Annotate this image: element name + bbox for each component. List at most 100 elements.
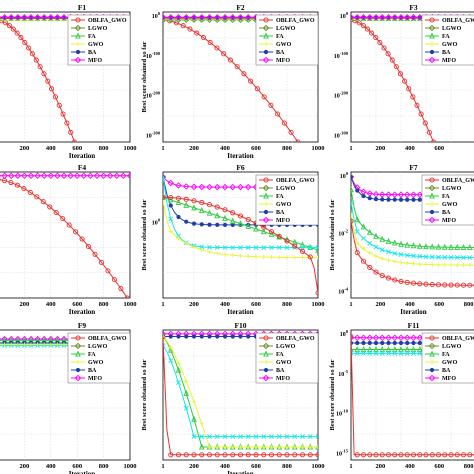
series-gwo xyxy=(351,212,474,268)
x-tick-label: 1 xyxy=(161,301,164,308)
marker-gwo xyxy=(292,444,297,450)
marker-oblfa_gwo xyxy=(75,335,81,341)
marker-mfo xyxy=(167,179,174,187)
marker-oblfa_gwo xyxy=(60,111,66,117)
marker-gwo xyxy=(361,246,366,251)
marker-cyan xyxy=(168,216,174,222)
marker-fa xyxy=(206,209,213,216)
legend-label: OBLFA_GWO xyxy=(442,178,474,184)
marker-gwo xyxy=(261,254,266,260)
marker-gwo xyxy=(417,262,422,267)
marker-fa xyxy=(351,186,354,193)
marker-cyan xyxy=(454,255,460,260)
marker-cyan xyxy=(300,245,305,251)
marker-gwo xyxy=(163,334,166,339)
marker-mfo xyxy=(366,334,373,342)
marker-oblfa_gwo xyxy=(467,452,473,458)
marker-oblfa_gwo xyxy=(392,277,398,283)
marker-mfo xyxy=(397,191,405,198)
marker-lgwo xyxy=(74,342,82,350)
marker-oblfa_gwo xyxy=(49,86,55,92)
marker-mfo xyxy=(262,216,270,224)
y-tick-label: 10-2 xyxy=(338,229,348,238)
marker-gwo xyxy=(429,359,435,365)
marker-gwo xyxy=(184,379,189,384)
marker-oblfa_gwo xyxy=(253,452,259,458)
x-tick-label: 1000 xyxy=(312,301,325,308)
marker-oblfa_gwo xyxy=(75,17,81,23)
y-tick-label: 10-300 xyxy=(334,131,349,140)
marker-oblfa_gwo xyxy=(448,452,454,458)
marker-gwo xyxy=(467,263,472,268)
marker-gwo xyxy=(269,255,274,260)
legend-label: GWO xyxy=(276,42,292,48)
marker-oblfa_gwo xyxy=(47,204,53,210)
legend: OBLFA_GWO LGWO FA GWO BA MFO xyxy=(421,332,474,384)
marker-mfo xyxy=(183,13,190,21)
x-tick-label: 1000 xyxy=(312,463,325,470)
marker-mfo xyxy=(7,13,15,21)
marker-oblfa_gwo xyxy=(406,86,412,92)
marker-mfo xyxy=(372,190,380,198)
marker-oblfa_gwo xyxy=(351,333,354,340)
marker-oblfa_gwo xyxy=(454,282,460,288)
marker-gwo xyxy=(367,250,372,256)
marker-ba xyxy=(398,197,404,202)
marker-oblfa_gwo xyxy=(206,202,213,208)
y-tick-label: 100 xyxy=(340,171,349,180)
marker-ba xyxy=(405,340,410,346)
x-tick-label: 600 xyxy=(434,463,444,470)
marker-oblfa_gwo xyxy=(385,275,392,281)
marker-mfo xyxy=(385,13,392,21)
legend-label: MFO xyxy=(442,218,456,224)
marker-gwo xyxy=(430,262,435,267)
marker-mfo xyxy=(379,334,386,342)
marker-mfo xyxy=(428,374,436,382)
marker-fa xyxy=(351,346,354,353)
panel-f9: F9 200 400 600 800 1000 Iteration OBLFA_GWO LGWO… xyxy=(0,321,137,474)
marker-ba xyxy=(429,49,435,55)
marker-mfo xyxy=(354,13,361,21)
marker-ba xyxy=(263,367,269,373)
marker-oblfa_gwo xyxy=(206,452,213,458)
legend-label: MFO xyxy=(276,218,290,224)
marker-gwo xyxy=(436,262,441,267)
marker-fa xyxy=(263,350,269,357)
marker-oblfa_gwo xyxy=(194,30,200,36)
marker-oblfa_gwo xyxy=(404,452,410,458)
legend-label: MFO xyxy=(442,58,456,64)
marker-oblfa_gwo xyxy=(207,40,213,46)
panel-f6: F6 1 200 400 600 800 1000 Iteration 100 Best scor… xyxy=(141,163,325,316)
marker-mfo xyxy=(14,172,22,180)
marker-cyan xyxy=(230,434,236,440)
marker-cyan xyxy=(379,247,385,253)
marker-cyan xyxy=(300,434,305,440)
marker-oblfa_gwo xyxy=(373,35,379,41)
marker-oblfa_gwo xyxy=(214,452,220,458)
marker-oblfa_gwo xyxy=(237,213,244,219)
legend-label: BA xyxy=(88,368,97,374)
marker-oblfa_gwo xyxy=(268,229,275,235)
marker-oblfa_gwo xyxy=(68,129,74,135)
legend: OBLFA_GWO LGWO FA GWO BA MFO xyxy=(255,332,319,384)
marker-cyan xyxy=(276,245,282,251)
marker-mfo xyxy=(27,172,35,180)
x-tick-label: 400 xyxy=(46,463,56,470)
marker-cyan xyxy=(230,245,236,250)
marker-fa xyxy=(404,241,411,248)
marker-oblfa_gwo xyxy=(367,264,373,271)
marker-mfo xyxy=(385,191,392,198)
marker-fa xyxy=(360,223,367,230)
marker-cyan xyxy=(292,434,298,440)
marker-fa xyxy=(423,243,429,250)
marker-mfo xyxy=(237,13,244,21)
marker-oblfa_gwo xyxy=(281,120,287,126)
marker-gwo xyxy=(263,359,269,365)
marker-fa xyxy=(454,243,461,250)
marker-cyan xyxy=(276,434,282,440)
marker-ba xyxy=(361,340,366,346)
legend: OBLFA_GWO LGWO FA GWO BA MFO xyxy=(255,174,319,226)
marker-mfo xyxy=(34,172,41,180)
legend: OBLFA_GWO LGWO FA GWO BA MFO xyxy=(67,14,131,66)
marker-cyan xyxy=(442,254,448,260)
